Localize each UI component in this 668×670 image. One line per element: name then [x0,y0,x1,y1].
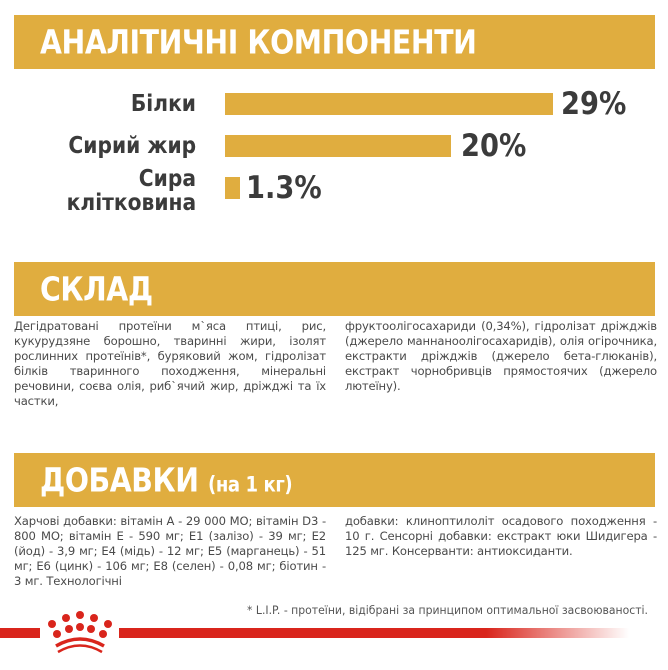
additives-text-col1: Харчові добавки: вітамін А - 29 000 МО; … [14,514,326,588]
nutrient-label-fiber-line2: клітковина [66,190,196,216]
crown-logo-icon [48,611,112,654]
additives-header: ДОБАВКИ (на 1 кг) [14,453,655,507]
nutrient-label-fiber-line1: Сира [138,166,196,192]
additives-text-col2: добавки: клиноптилоліт осадового походже… [345,514,657,558]
additives-title-main: ДОБАВКИ [40,460,199,500]
composition-text-col1: Дегідратовані протеїни м`яса птиці, рис,… [14,319,326,408]
analytic-components-title: АНАЛІТИЧНІ КОМПОНЕНТИ [40,22,477,62]
nutrient-bar-fiber [225,177,240,199]
nutrient-bar-protein [225,93,553,115]
footnote: * L.I.P. - протеїни, відібрані за принци… [247,603,648,617]
nutrient-label-fat: Сирий жир [68,133,196,159]
brand-line-right [119,628,629,638]
composition-title: СКЛАД [40,269,153,309]
additives-title: ДОБАВКИ (на 1 кг) [40,460,293,500]
nutrient-value-protein: 29% [561,86,627,122]
nutrient-value-fat: 20% [461,128,527,164]
nutrient-label-protein: Білки [130,91,196,117]
composition-text-col2: фруктоолігосахариди (0,34%), гідролізат … [345,319,657,393]
analytic-components-header: АНАЛІТИЧНІ КОМПОНЕНТИ [14,15,655,69]
nutrient-value-fiber: 1.3% [246,170,322,206]
nutrient-bar-fat [225,135,451,157]
additives-title-sub: (на 1 кг) [208,472,293,497]
composition-header: СКЛАД [14,262,655,316]
brand-line-left [0,628,40,638]
